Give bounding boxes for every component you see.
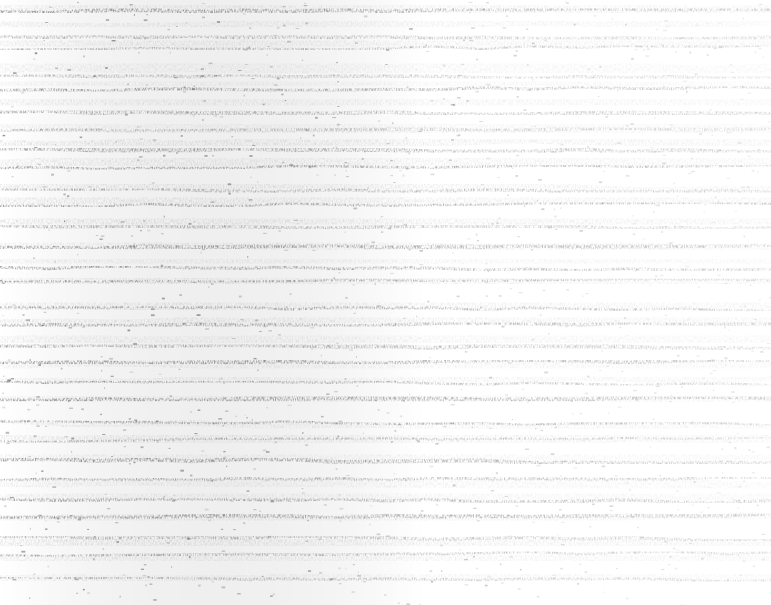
striated-texture-canvas bbox=[0, 0, 771, 605]
highlight-overlay bbox=[0, 0, 771, 605]
texture-image bbox=[0, 0, 771, 605]
